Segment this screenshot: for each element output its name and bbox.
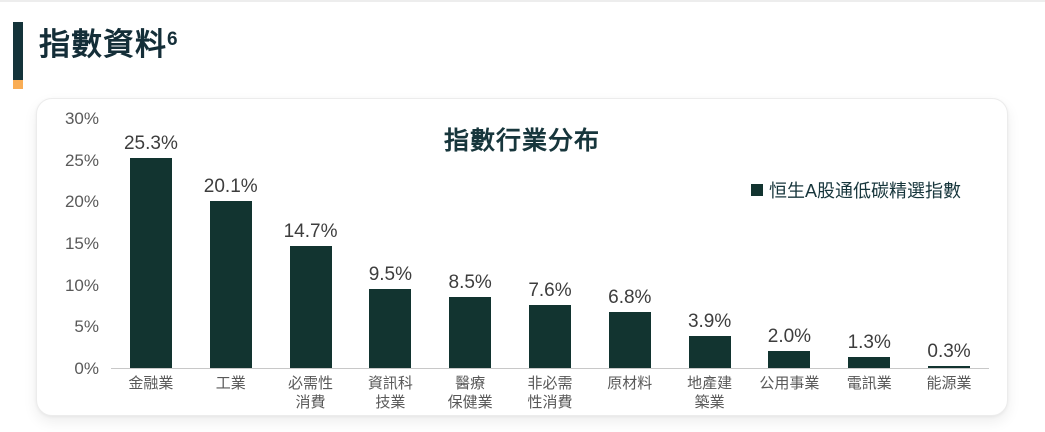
bar bbox=[928, 365, 971, 368]
heading-accent-dark bbox=[13, 22, 23, 80]
y-tick-label: 20% bbox=[64, 192, 99, 212]
bar-value-label: 8.5% bbox=[448, 272, 492, 294]
x-axis-label: 非必需 性消費 bbox=[527, 375, 573, 411]
bar bbox=[209, 201, 252, 368]
x-axis-label: 原材料 bbox=[607, 375, 653, 392]
bar-value-label: 1.3% bbox=[847, 332, 891, 354]
page-title: 指數資料6 bbox=[39, 27, 179, 62]
y-tick-label: 15% bbox=[64, 234, 99, 253]
y-tick-label: 25% bbox=[64, 150, 99, 170]
bar bbox=[848, 357, 891, 368]
y-tick-label: 10% bbox=[64, 275, 99, 295]
x-axis-label: 公用事業 bbox=[759, 375, 820, 392]
x-axis-label: 資訊科 技業 bbox=[367, 375, 413, 411]
y-tick-label: 0% bbox=[74, 359, 99, 378]
x-axis-label: 金融業 bbox=[128, 375, 174, 392]
bar-value-label: 9.5% bbox=[368, 264, 412, 286]
heading-accent-orange bbox=[13, 80, 23, 89]
bar-column: 6.8% 原材料 bbox=[590, 119, 670, 392]
bar-column: 25.3% 金融業 bbox=[111, 119, 191, 392]
bar bbox=[289, 246, 332, 368]
x-axis-label: 能源業 bbox=[926, 375, 972, 392]
chart-legend: 恒生A股通低碳精選指數 bbox=[750, 177, 961, 203]
bar bbox=[449, 297, 492, 368]
bar-column: 9.5% 資訊科 技業 bbox=[350, 119, 430, 411]
legend-label: 恒生A股通低碳精選指數 bbox=[768, 181, 961, 201]
y-tick-label: 30% bbox=[64, 109, 99, 128]
bar-value-label: 2.0% bbox=[767, 326, 812, 348]
bar bbox=[528, 304, 571, 368]
bar-column: 2.0% 公用事業 bbox=[750, 119, 830, 392]
bar-value-label: 7.6% bbox=[528, 279, 572, 301]
footnote-marker: 6 bbox=[167, 29, 179, 50]
bar-column: 7.6% 非必需 性消費 bbox=[510, 119, 590, 411]
bar-column: 3.9% 地產建 築業 bbox=[670, 119, 750, 411]
y-axis: 0% 5% 10% 15% 20% 25% 30% bbox=[37, 109, 99, 378]
bar-column: 8.5% 醫療 保健業 bbox=[430, 119, 510, 410]
bar-column: 20.1% 工業 bbox=[191, 119, 271, 392]
section-heading: 指數資料6 bbox=[13, 22, 179, 89]
bar bbox=[129, 158, 172, 368]
chart-card: 指數行業分布 恒生A股通低碳精選指數 0% 5% 10% 15% 20% 25% 30% 2… bbox=[36, 98, 1008, 416]
bar-column: 1.3% 電訊業 bbox=[829, 119, 909, 392]
bar-value-label: 6.8% bbox=[608, 286, 652, 308]
bar-value-label: 0.3% bbox=[927, 340, 971, 362]
plot-area: 25.3% 金融業 20.1% 工業 14.7% 必需性 消費 9.5% 資訊科 技業 8.5%… bbox=[111, 119, 989, 411]
x-axis-label: 電訊業 bbox=[846, 375, 892, 392]
bar bbox=[369, 289, 412, 368]
bar bbox=[608, 311, 651, 368]
x-axis-label: 地產建 築業 bbox=[687, 375, 733, 411]
chart-title: 指數行業分布 bbox=[443, 127, 600, 155]
page-title-text: 指數資料 bbox=[39, 27, 167, 62]
heading-accent-bar bbox=[13, 22, 23, 89]
legend-square-icon bbox=[750, 184, 763, 196]
bar-value-label: 25.3% bbox=[123, 133, 178, 155]
bar-value-label: 3.9% bbox=[687, 310, 732, 332]
y-tick-label: 5% bbox=[74, 317, 99, 337]
bar bbox=[688, 335, 731, 368]
bar-value-label: 20.1% bbox=[203, 176, 258, 198]
x-axis-label: 必需性 消費 bbox=[288, 375, 334, 411]
bar-column: 0.3% 能源業 bbox=[909, 119, 989, 392]
bar-value-label: 14.7% bbox=[283, 221, 338, 242]
x-axis-label: 醫療 保健業 bbox=[447, 375, 493, 411]
x-axis-label: 工業 bbox=[215, 375, 246, 392]
bar-column: 14.7% 必需性 消費 bbox=[271, 119, 351, 411]
bar bbox=[768, 351, 811, 368]
